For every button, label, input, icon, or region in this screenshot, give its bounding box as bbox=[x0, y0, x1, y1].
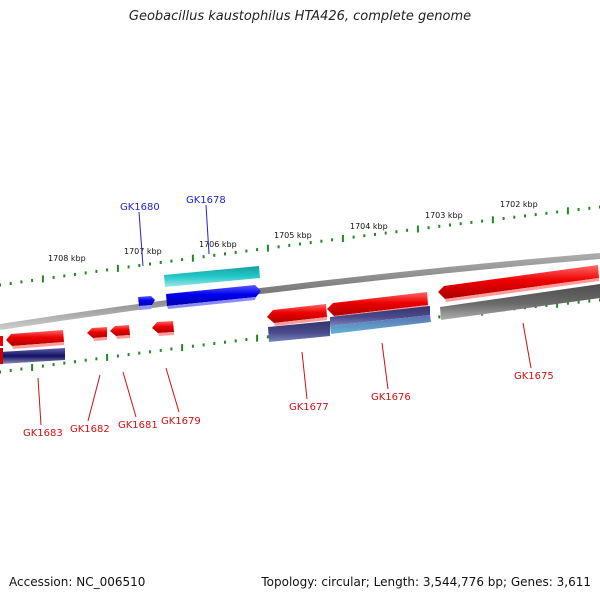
gene-label-gk1677[interactable]: GK1677 bbox=[289, 402, 329, 413]
kbp-labels: 1708 kbp 1707 kbp 1706 kbp 1705 kbp 1704 kbp… bbox=[48, 200, 538, 263]
gene-gk1678-shape[interactable] bbox=[166, 285, 261, 309]
gene-label-gk1678[interactable]: GK1678 bbox=[186, 195, 226, 206]
cds-block-gk1677 bbox=[268, 321, 330, 342]
gene-gk1680-shape[interactable] bbox=[138, 296, 155, 310]
gene-gk1679-shape[interactable] bbox=[152, 321, 174, 336]
gene-label-gk1675[interactable]: GK1675 bbox=[514, 371, 554, 382]
cds-block-gk1675 bbox=[440, 284, 600, 320]
kbp-label: 1706 kbp bbox=[199, 240, 237, 249]
gene-gk1682-shape[interactable] bbox=[87, 327, 107, 341]
gene-label-gk1676[interactable]: GK1676 bbox=[371, 392, 411, 403]
gene-label-gk1681[interactable]: GK1681 bbox=[118, 420, 158, 431]
kbp-label: 1708 kbp bbox=[48, 254, 86, 263]
kbp-label: 1705 kbp bbox=[274, 231, 312, 240]
cds-block-gk1676 bbox=[330, 306, 431, 334]
gene-label-gk1683[interactable]: GK1683 bbox=[23, 428, 63, 439]
genome-title: Geobacillus kaustophilus HTA426, complet… bbox=[128, 9, 472, 24]
gene-label-gk1680[interactable]: GK1680 bbox=[120, 202, 160, 213]
gene-gk1681-shape[interactable] bbox=[110, 325, 130, 339]
kbp-label: 1703 kbp bbox=[425, 211, 463, 220]
cds-block-left bbox=[0, 348, 65, 364]
gene-labels: GK1680 GK1678 GK1683 GK1682 GK1681 GK1679 GK16… bbox=[23, 195, 554, 439]
top-label-leaders bbox=[138, 204, 210, 267]
accession-text: Accession: NC_006510 bbox=[9, 575, 146, 589]
gene-gk1678-cyan-shape[interactable] bbox=[164, 266, 260, 287]
gene-gk1675-shape[interactable] bbox=[438, 265, 599, 302]
gene-gk1683-shape[interactable] bbox=[0, 330, 64, 349]
genome-backbone bbox=[0, 253, 600, 330]
kbp-label: 1707 kbp bbox=[124, 247, 162, 256]
kbp-label: 1702 kbp bbox=[500, 200, 538, 209]
topology-text: Topology: circular; Length: 3,544,776 bp… bbox=[261, 575, 591, 589]
gene-label-gk1682[interactable]: GK1682 bbox=[70, 424, 110, 435]
bottom-label-leaders bbox=[37, 322, 532, 426]
gene-gk1677-shape[interactable] bbox=[267, 304, 327, 326]
kbp-label: 1704 kbp bbox=[350, 222, 388, 231]
upper-tick-track bbox=[0, 205, 600, 287]
gene-label-gk1679[interactable]: GK1679 bbox=[161, 416, 201, 427]
